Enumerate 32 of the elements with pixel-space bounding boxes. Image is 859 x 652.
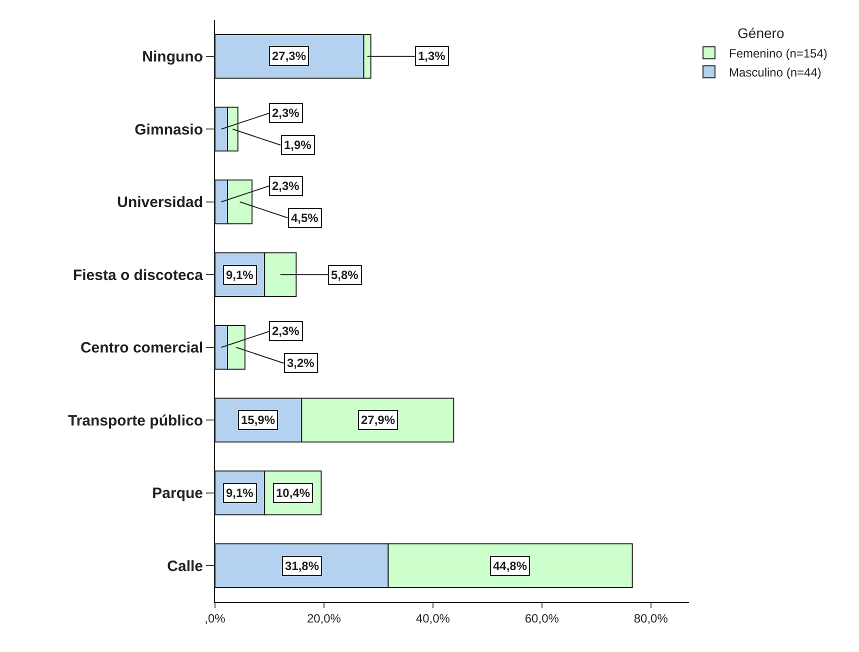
data-label: 27,9%: [361, 413, 396, 427]
data-label: 2,3%: [272, 324, 300, 338]
y-tick-label: Gimnasio: [134, 121, 203, 138]
y-tick-label: Calle: [167, 558, 203, 575]
legend-label: Masculino (n=44): [729, 65, 822, 80]
data-label: 2,3%: [272, 106, 300, 120]
y-tick-label: Centro comercial: [80, 340, 203, 357]
data-label: 15,9%: [241, 413, 276, 427]
data-label: 1,9%: [284, 138, 312, 152]
legend-label: Femenino (n=154): [729, 46, 828, 60]
data-label: 9,1%: [226, 486, 254, 500]
y-tick-label: Ninguno: [142, 48, 203, 66]
x-tick-label: 40,0%: [416, 611, 450, 626]
legend-title: Género: [738, 25, 784, 42]
data-label: 27,3%: [272, 49, 306, 63]
y-tick-label: Fiesta o discoteca: [72, 266, 204, 284]
data-label: 31,8%: [285, 559, 320, 573]
data-label: 3,2%: [287, 356, 315, 370]
x-tick-label: 20,0%: [306, 611, 342, 626]
y-tick-label: Universidad: [117, 194, 203, 212]
data-label: 1,3%: [418, 49, 446, 63]
data-label: 9,1%: [226, 268, 254, 282]
x-tick-label: 80,0%: [634, 611, 668, 626]
data-label: 2,3%: [272, 179, 300, 193]
data-label: 44,8%: [493, 559, 528, 573]
x-tick-label: 60,0%: [524, 611, 560, 626]
y-tick-label: Transporte público: [68, 412, 203, 430]
data-label: 4,5%: [291, 211, 319, 225]
y-tick-label: Parque: [152, 485, 203, 502]
data-label: 10,4%: [276, 486, 310, 500]
x-tick-label: ,0%: [204, 611, 226, 626]
data-label: 5,8%: [331, 268, 359, 282]
